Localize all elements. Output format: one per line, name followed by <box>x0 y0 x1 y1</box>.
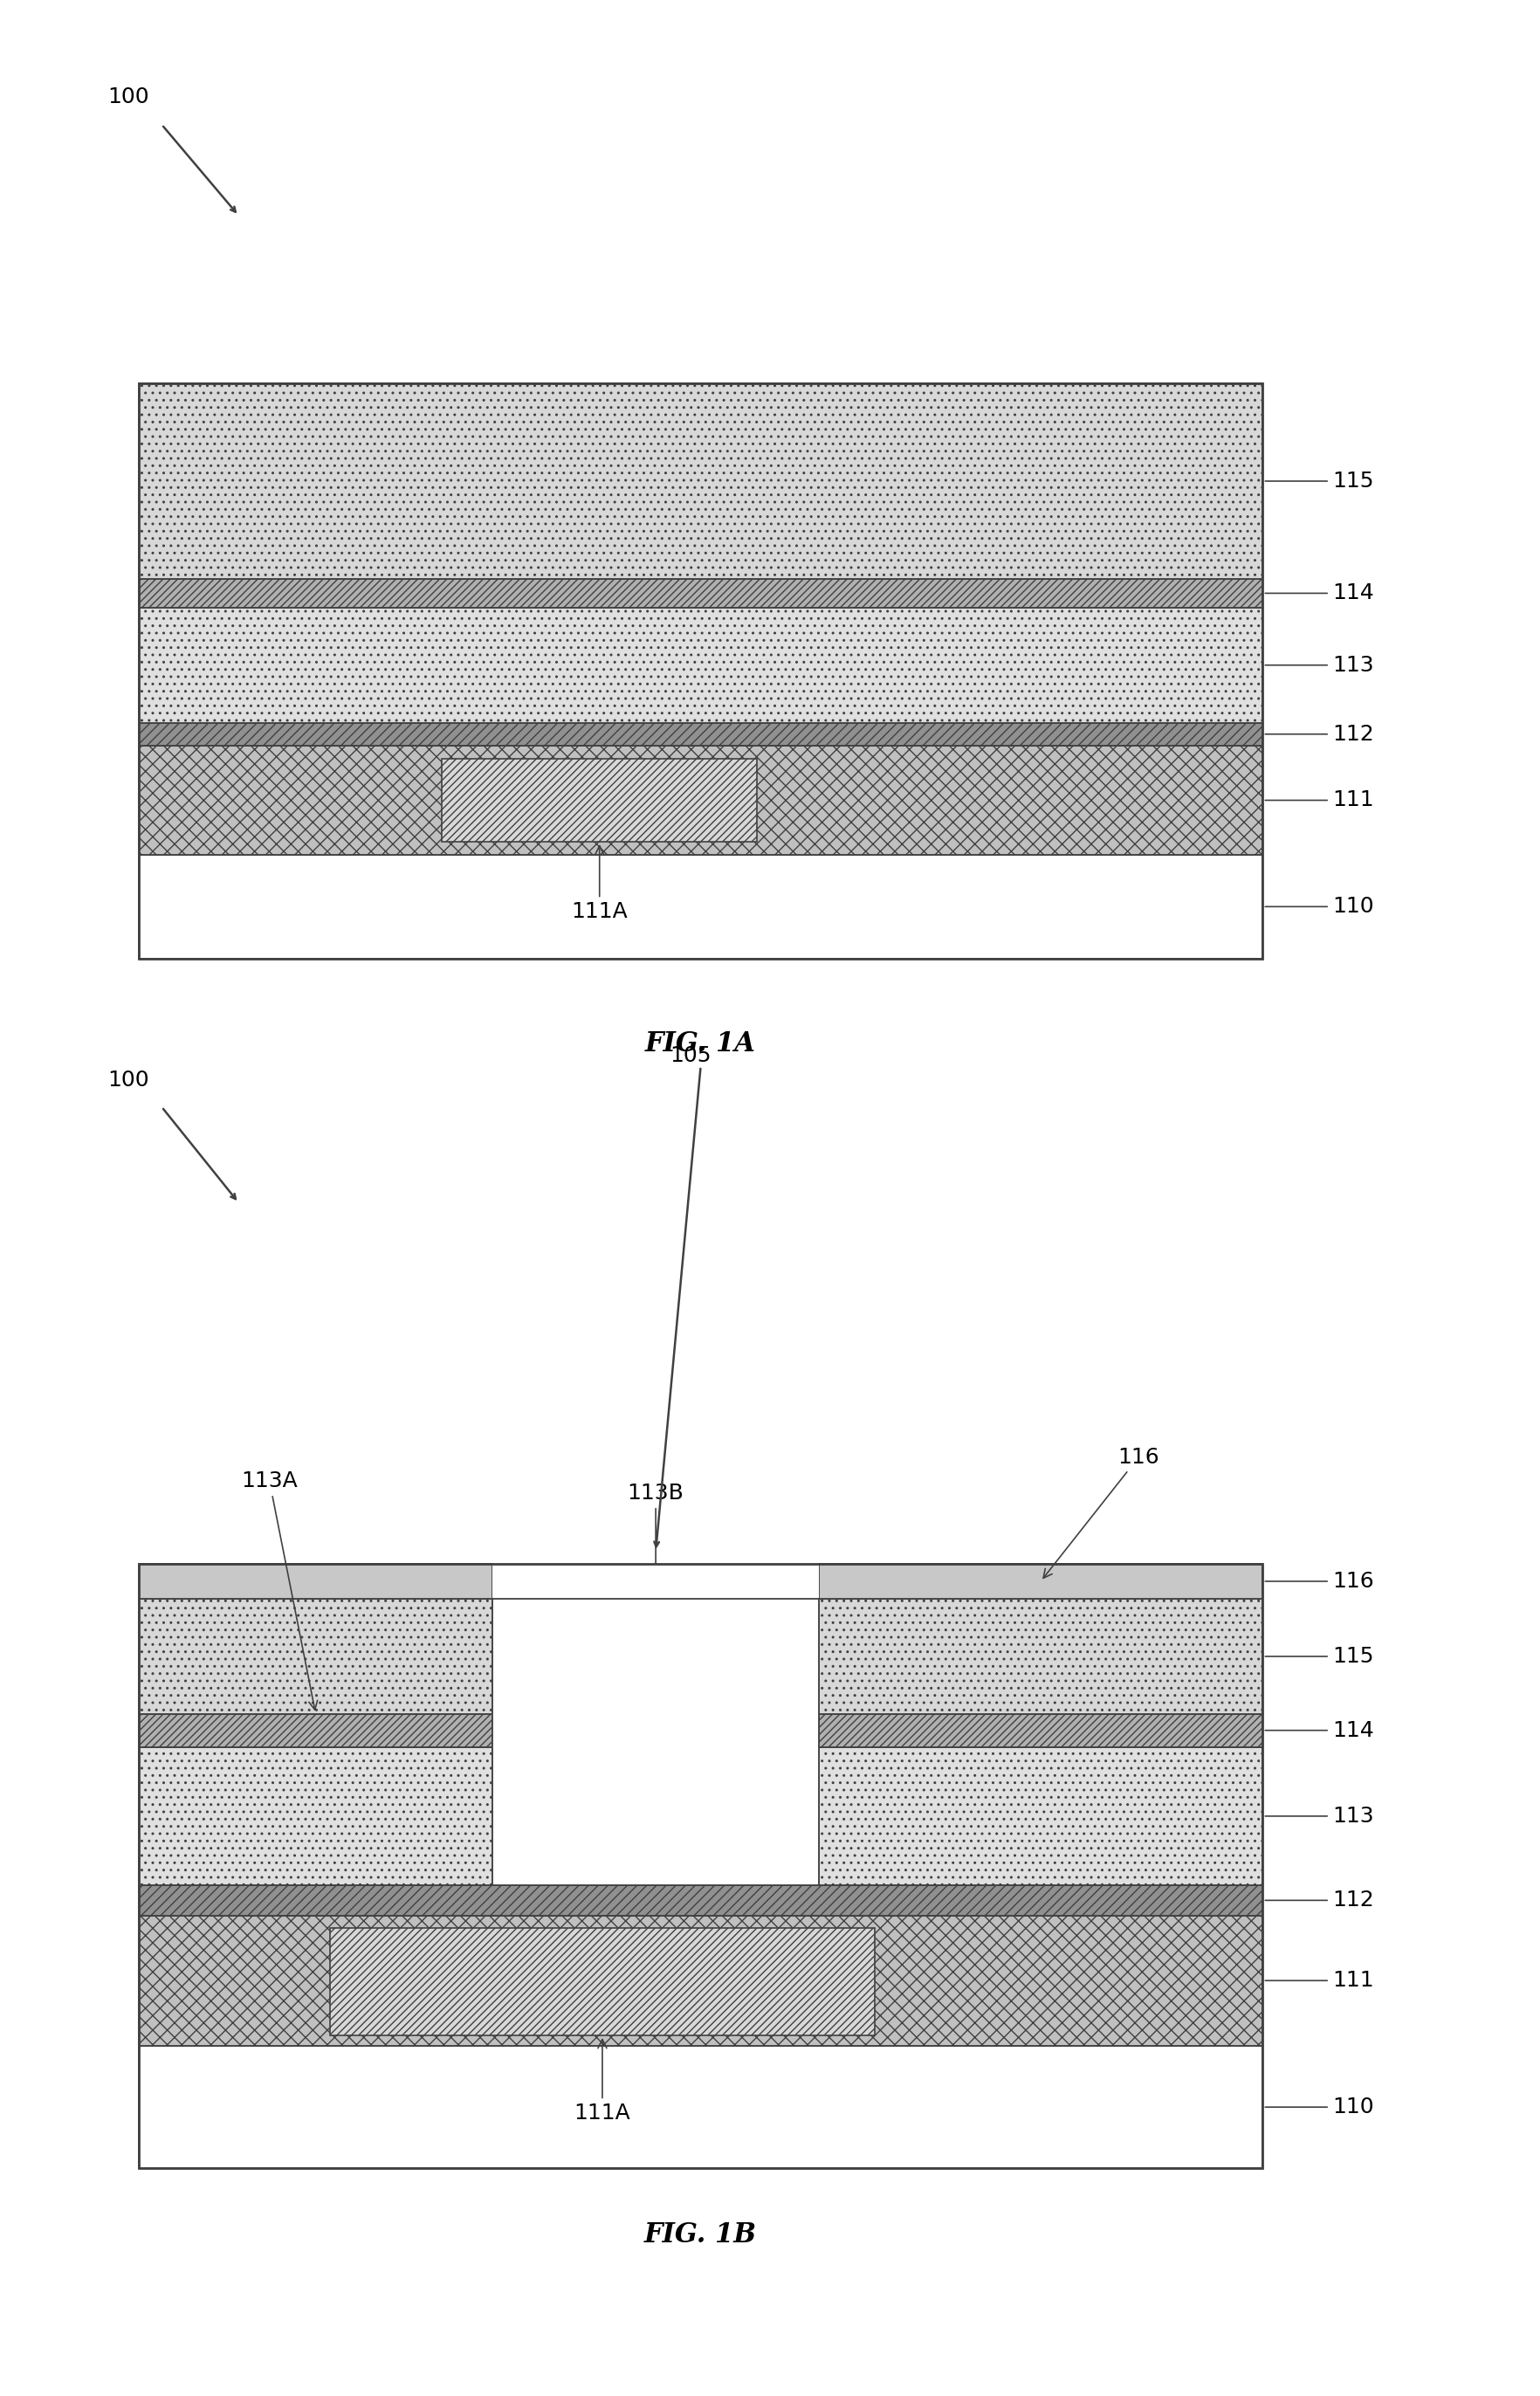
Text: FIG. 1A: FIG. 1A <box>645 1030 756 1057</box>
Text: 113: 113 <box>1266 1807 1374 1826</box>
Bar <box>139 1914 1263 2046</box>
Text: 114: 114 <box>1266 1720 1374 1742</box>
Bar <box>139 580 1263 609</box>
Text: 100: 100 <box>108 86 149 108</box>
Bar <box>819 1713 1263 1747</box>
Bar <box>139 724 1263 745</box>
Bar <box>139 383 1263 580</box>
Text: 114: 114 <box>1266 582 1374 604</box>
Text: 113: 113 <box>1266 654 1374 676</box>
Bar <box>139 855 1263 958</box>
Text: 112: 112 <box>1266 1890 1374 1912</box>
Text: 110: 110 <box>1266 2096 1374 2118</box>
Text: 110: 110 <box>1266 896 1374 918</box>
Text: 113B: 113B <box>627 1483 684 1804</box>
Bar <box>139 745 1263 855</box>
Text: 111A: 111A <box>574 2039 630 2123</box>
Bar <box>139 1747 493 1886</box>
Bar <box>330 1929 875 2034</box>
Text: 115: 115 <box>1266 470 1374 491</box>
Bar <box>139 383 1263 958</box>
Text: 115: 115 <box>1266 1646 1374 1668</box>
Bar <box>139 1713 493 1747</box>
Bar <box>139 1565 1263 2168</box>
Text: 111: 111 <box>1266 791 1374 810</box>
Text: 111A: 111A <box>571 846 628 922</box>
Text: 112: 112 <box>1266 724 1374 745</box>
Bar <box>819 1565 1263 1598</box>
Text: FIG. 1B: FIG. 1B <box>644 2221 758 2247</box>
Bar <box>139 609 1263 724</box>
Text: 105: 105 <box>670 1045 711 1066</box>
Bar <box>139 2046 1263 2168</box>
Text: 111: 111 <box>1266 1970 1374 1991</box>
Bar <box>442 760 758 841</box>
Bar <box>139 1598 493 1713</box>
Bar <box>139 1565 493 1598</box>
Text: 113A: 113A <box>242 1471 317 1711</box>
Bar <box>493 1565 819 1886</box>
Bar <box>819 1747 1263 1886</box>
Text: 100: 100 <box>108 1069 149 1090</box>
Bar <box>139 1886 1263 1914</box>
Bar <box>819 1598 1263 1713</box>
Text: 116: 116 <box>1043 1447 1160 1579</box>
Text: 116: 116 <box>1266 1572 1374 1591</box>
